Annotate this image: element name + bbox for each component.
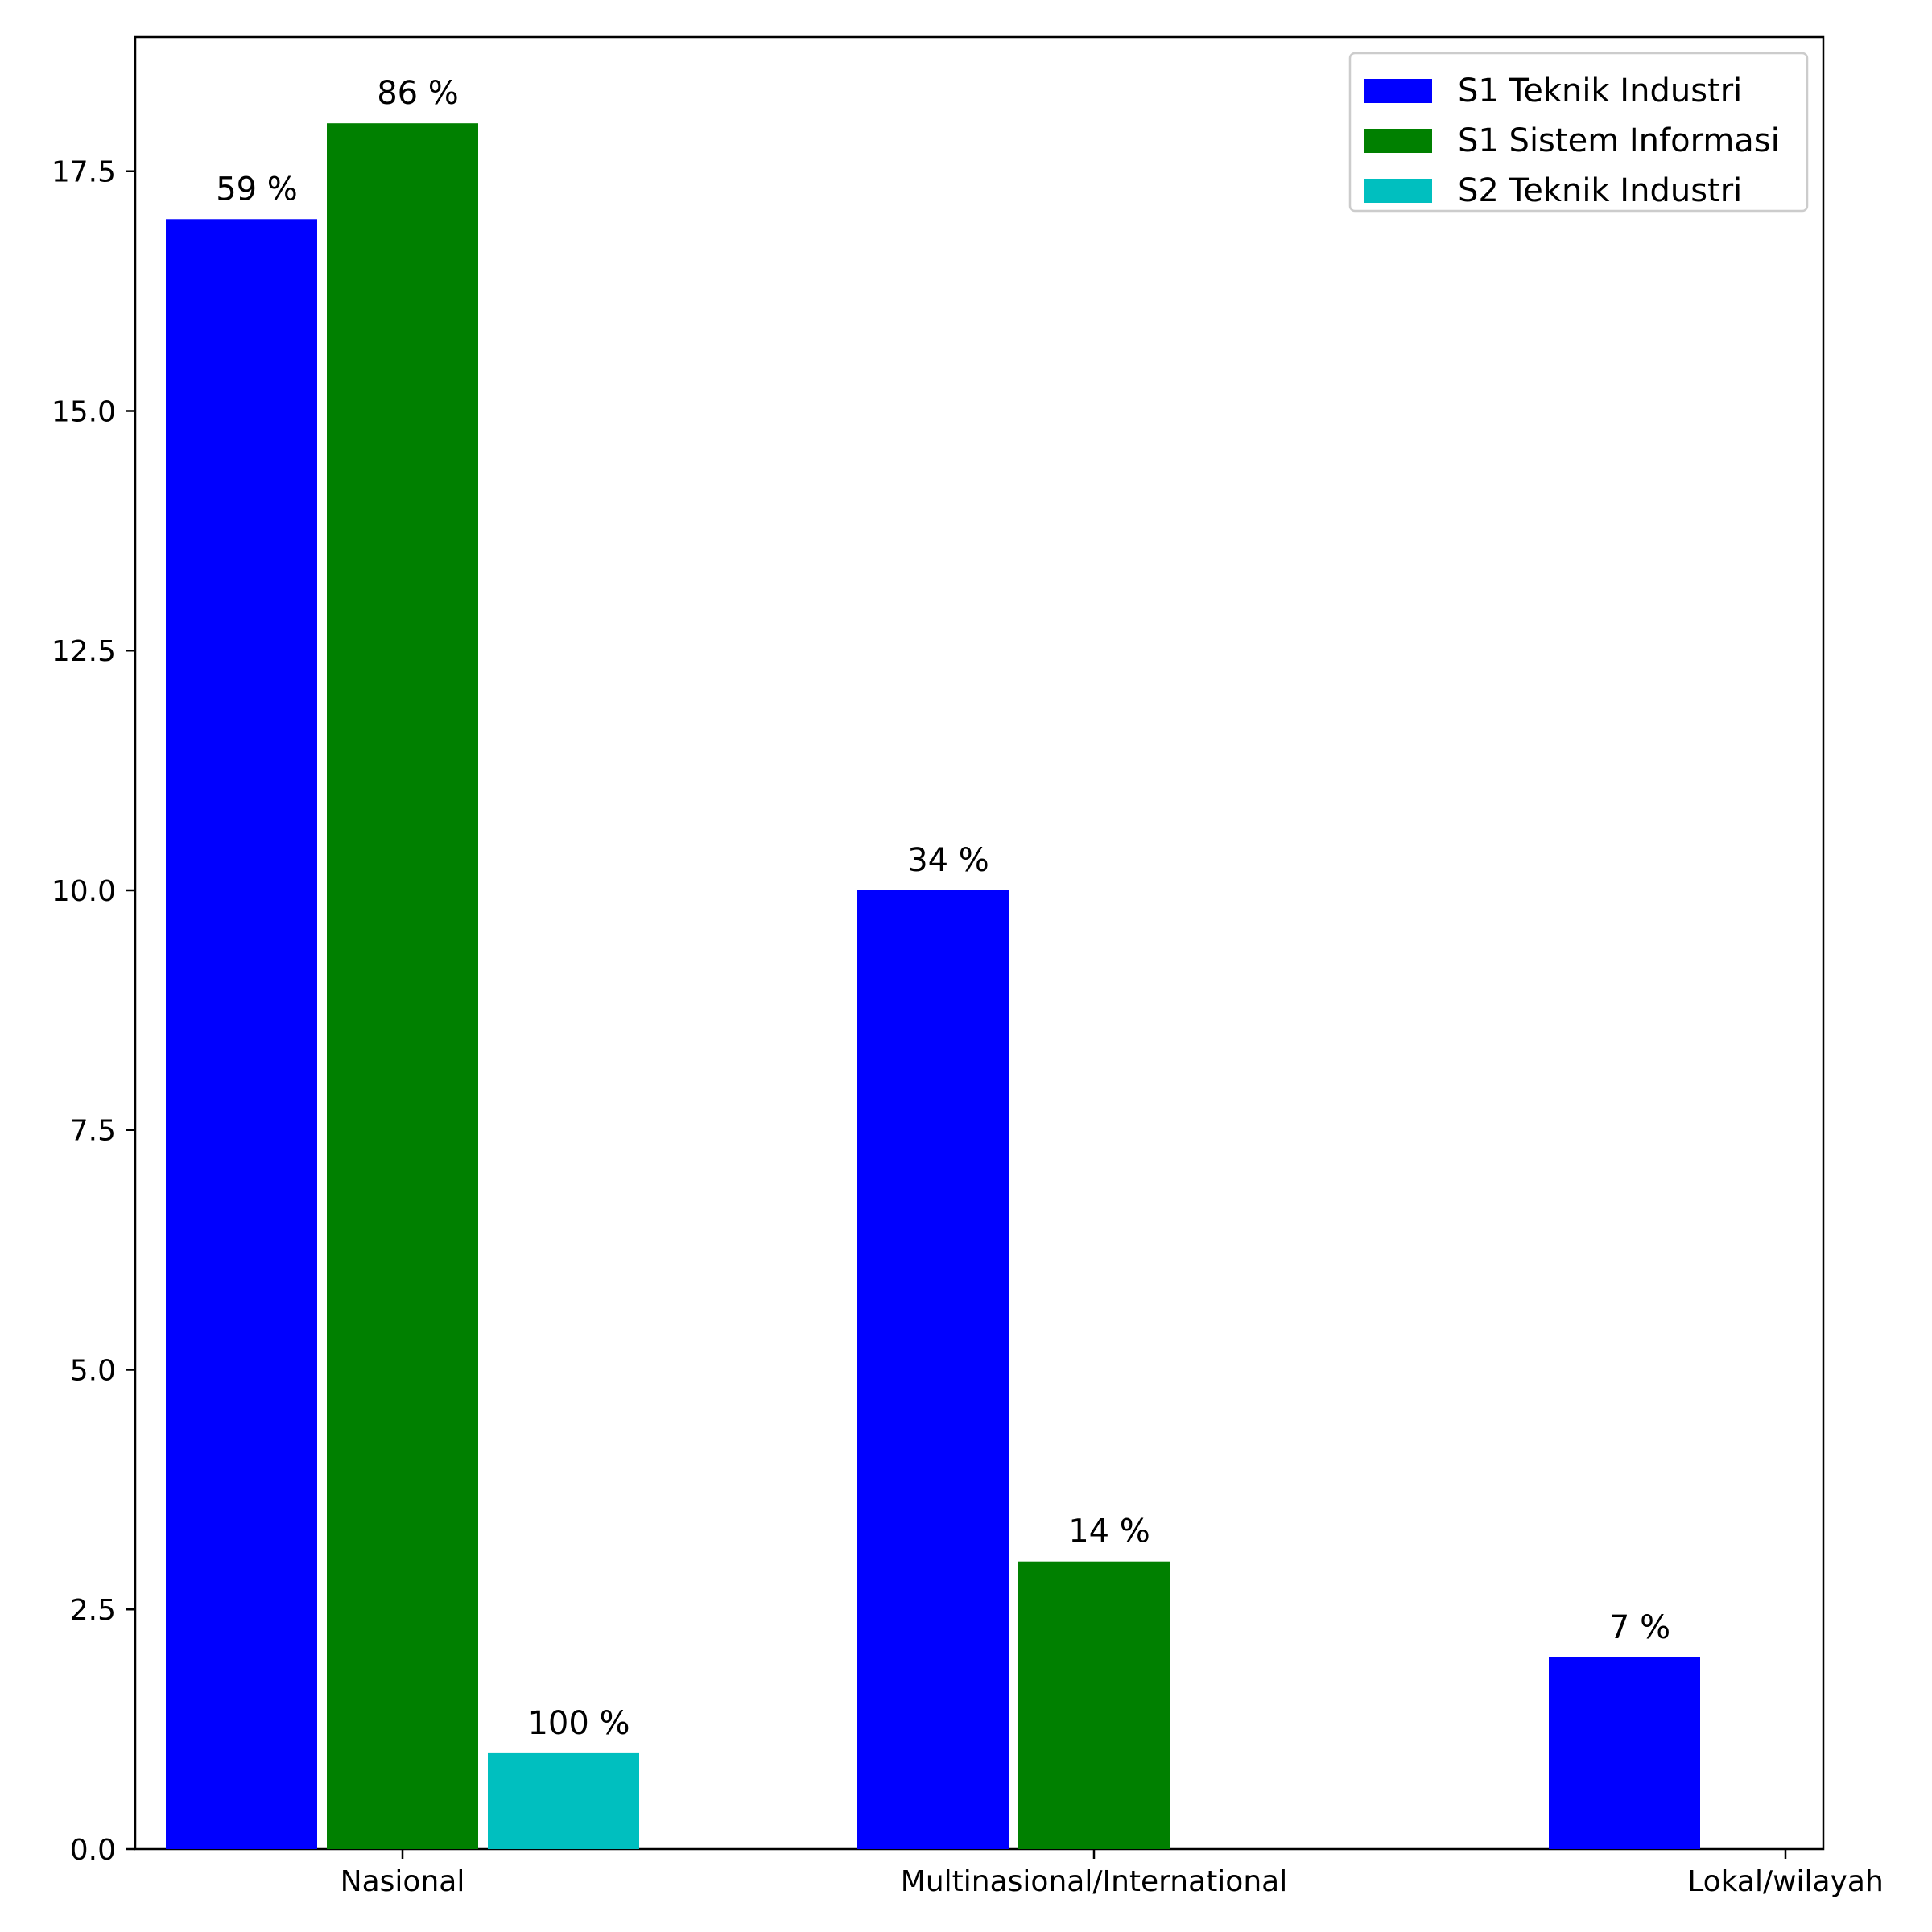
bar-value-label: 7 %	[1609, 1609, 1670, 1646]
bar-value-label: 34 %	[907, 842, 989, 879]
legend-label: S1 Sistem Informasi	[1458, 122, 1780, 159]
x-tick-label: Nasional	[341, 1865, 465, 1898]
legend-label: S1 Teknik Industri	[1458, 72, 1742, 109]
bar-2-0	[488, 1752, 639, 1849]
y-tick-label: 0.0	[70, 1834, 116, 1867]
bars	[166, 123, 1700, 1850]
axes: 0.0 2.5 5.0 7.5 10.0 12.5 15.0 17.5 Nasional Mult…	[52, 35, 1884, 1898]
y-tick-label: 17.5	[52, 156, 116, 189]
legend-swatch	[1364, 129, 1432, 153]
bar-value-label: 86 %	[377, 75, 459, 112]
legend: S1 Teknik Industri S1 Sistem Informasi S2 …	[1348, 52, 1809, 213]
x-tick-label: Lokal/wilayah	[1687, 1865, 1884, 1898]
bar-1-0	[327, 123, 478, 1850]
y-tick-label: 12.5	[52, 635, 116, 668]
bar-0-0	[166, 219, 317, 1849]
y-tick-label: 10.0	[52, 875, 116, 908]
bar-labels: 59 % 34 % 7 % 86 % 14 % 100 %	[216, 75, 1670, 1742]
bar-value-label: 100 %	[527, 1705, 630, 1742]
bar-1-1	[1018, 1561, 1170, 1849]
y-tick-label: 15.0	[52, 395, 116, 428]
legend-swatch	[1364, 179, 1432, 203]
bar-0-1	[857, 890, 1009, 1849]
x-tick-label: Multinasional/International	[901, 1865, 1287, 1898]
y-tick-label: 2.5	[70, 1594, 116, 1627]
legend-label: S2 Teknik Industri	[1458, 172, 1742, 209]
y-tick-label: 5.0	[70, 1354, 116, 1387]
legend-swatch	[1364, 79, 1432, 103]
bar-value-label: 14 %	[1068, 1513, 1150, 1550]
bar-0-2	[1549, 1657, 1700, 1849]
legend-box	[1348, 52, 1809, 213]
y-tick-label: 7.5	[70, 1115, 116, 1148]
bar-value-label: 59 %	[216, 171, 298, 208]
